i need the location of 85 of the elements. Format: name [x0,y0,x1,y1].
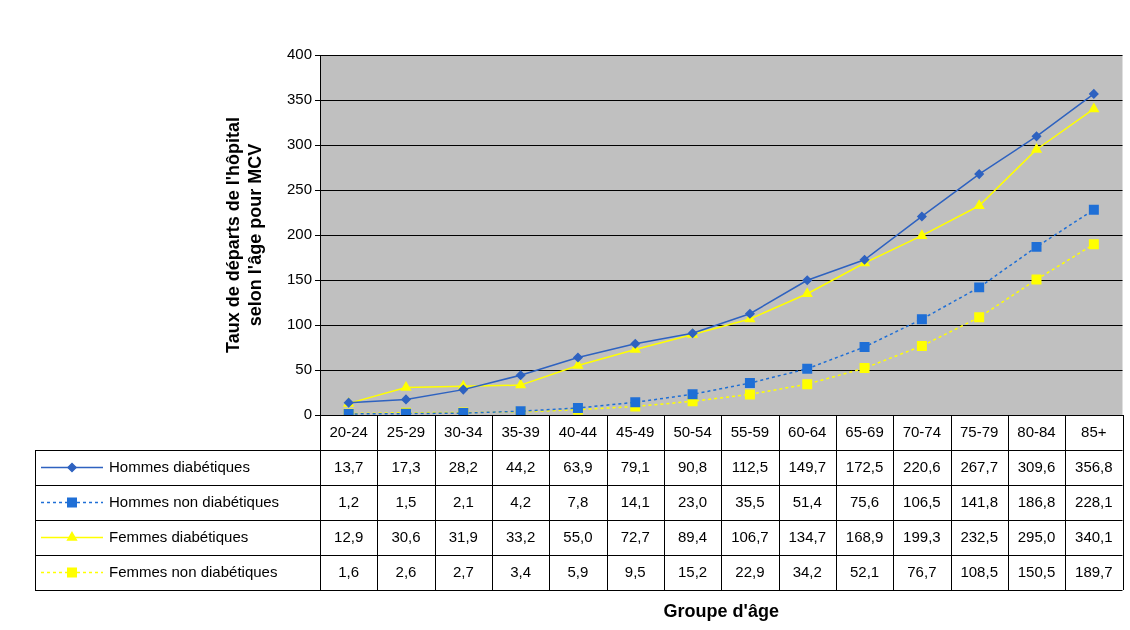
x-tick-label: 70-74 [902,423,942,441]
data-label: 90,8 [677,457,708,475]
legend-label: Femmes diabétiques [109,527,249,545]
data-label: 2,6 [395,562,417,580]
y-tick-label: 100 [286,315,312,333]
data-label: 112,5 [731,457,769,475]
data-label: 31,9 [448,527,478,545]
y-tick-label: 300 [286,135,312,153]
x-tick-label: 20-24 [329,423,368,441]
data-label: 79,1 [620,457,650,475]
data-label: 7,8 [567,492,589,510]
y-tick-label: 400 [286,45,312,63]
data-label: 267,7 [960,457,998,475]
data-label: 55,0 [563,527,593,545]
y-tick-label: 150 [286,270,312,288]
data-label: 5,9 [567,562,589,580]
data-label: 309,6 [1017,457,1056,475]
x-tick-label: 35-39 [501,423,540,441]
data-label: 1,6 [338,562,360,580]
x-tick-label: 45-49 [616,423,655,441]
data-label: 150,5 [1017,562,1056,580]
data-label: 72,7 [620,527,650,545]
y-tick-label: 200 [286,225,312,243]
x-tick-label: 40-44 [558,423,598,441]
x-tick-label: 55-59 [730,423,770,441]
data-label: 23,0 [677,492,708,510]
data-label: 186,8 [1017,492,1056,510]
data-label: 4,2 [510,492,532,510]
data-label: 89,4 [677,527,708,545]
data-label: 108,5 [960,562,998,580]
data-label: 13,7 [334,457,364,475]
data-label: 63,9 [563,457,593,475]
x-tick-label: 85+ [1081,423,1107,441]
data-label: 34,2 [792,562,822,580]
x-tick-label: 80-84 [1017,423,1056,441]
data-label: 172,5 [845,457,884,475]
data-label: 106,7 [731,527,769,545]
data-label: 12,9 [334,527,364,545]
data-label: 17,3 [391,457,421,475]
y-tick-label: 250 [286,180,312,198]
y-axis-title: Taux de départs de l'hôpital selon l'âge pour MCV [222,117,265,353]
data-label: 1,2 [338,492,360,510]
data-label: 106,5 [903,492,941,510]
data-label: 52,1 [849,562,880,580]
legend-label: Hommes diabétiques [109,457,250,475]
y-tick-label: 0 [303,405,312,423]
y-tick-label: 50 [295,360,312,378]
data-label: 134,7 [788,527,827,545]
data-label: 340,1 [1075,527,1113,545]
data-label: 75,6 [849,492,880,510]
x-tick-label: 25-29 [386,423,426,441]
data-label: 76,7 [907,562,937,580]
legend-label: Femmes non diabétiques [109,562,278,580]
data-label: 2,1 [452,492,474,510]
x-tick-label: 65-69 [845,423,884,441]
data-label: 33,2 [506,527,536,545]
data-label: 15,2 [677,562,708,580]
x-tick-label: 75-79 [960,423,999,441]
data-label: 30,6 [391,527,421,545]
data-label: 232,5 [960,527,998,545]
y-tick-label: 350 [286,90,312,108]
data-label: 168,9 [845,527,884,545]
data-label: 356,8 [1075,457,1113,475]
data-label: 149,7 [788,457,827,475]
data-label: 14,1 [620,492,650,510]
data-label: 1,5 [395,492,417,510]
text: Groupe d'âge [663,600,779,621]
data-label: 51,4 [792,492,822,510]
data-label: 189,7 [1075,562,1113,580]
data-label: 28,2 [448,457,478,475]
x-tick-label: 60-64 [788,423,827,441]
data-label: 228,1 [1075,492,1113,510]
data-label: 22,9 [735,562,765,580]
x-tick-label: 50-54 [673,423,712,441]
data-label: 2,7 [452,562,474,580]
data-label: 295,0 [1017,527,1056,545]
data-label: 44,2 [506,457,536,475]
data-label: 9,5 [624,562,646,580]
data-label: 199,3 [903,527,941,545]
data-label: 220,6 [903,457,941,475]
data-label: 3,4 [510,562,532,580]
legend-label: Hommes non diabétiques [109,492,280,510]
data-label: 35,5 [735,492,765,510]
x-tick-label: 30-34 [444,423,483,441]
data-label: 141,8 [960,492,998,510]
